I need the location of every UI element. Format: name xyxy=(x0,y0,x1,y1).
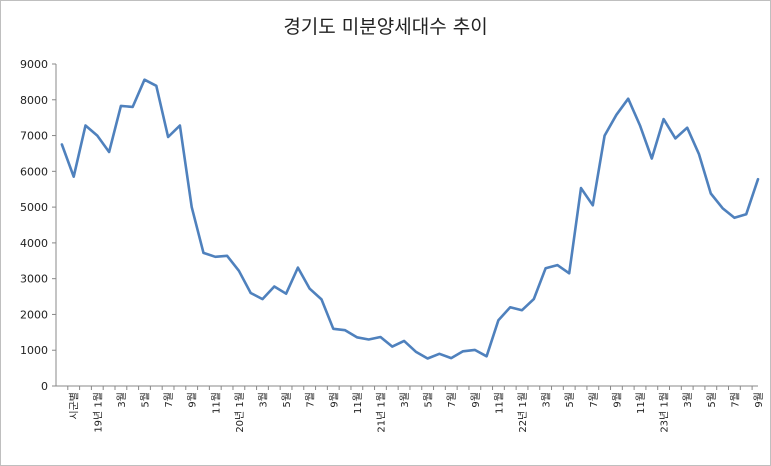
y-tick-label: 7000 xyxy=(20,130,48,143)
y-tick-label: 2000 xyxy=(20,308,48,321)
series-line xyxy=(60,78,760,360)
axes xyxy=(55,64,758,387)
x-tick-label: 23년 1월 xyxy=(659,392,671,433)
x-tick-label: 3월 xyxy=(116,392,128,408)
x-tick-label: 9월 xyxy=(753,392,765,408)
x-tick-label: 7월 xyxy=(588,392,600,408)
x-tick-label: 22년 1월 xyxy=(517,392,529,433)
y-tick-label: 1000 xyxy=(20,344,48,357)
x-tick-label: 3월 xyxy=(257,392,269,408)
x-tick-label: 20년 1월 xyxy=(234,392,246,433)
x-tick-label: 3월 xyxy=(399,392,411,408)
x-tick-label: 11월 xyxy=(352,392,364,414)
x-tick-label: 9월 xyxy=(328,392,340,408)
y-tick-label: 3000 xyxy=(20,273,48,286)
x-tick-label: 11월 xyxy=(210,392,222,414)
x-tick-label: 7월 xyxy=(163,392,175,408)
x-axis-ticks: 시군별 19년 1월 3월 5월 7월 9월 11월 20년 1월 3월 5월 7월 9월 11월 21년… xyxy=(67,386,765,433)
x-tick-label: 7월 xyxy=(305,392,317,408)
x-tick-label: 21년 1월 xyxy=(375,392,387,433)
x-tick-label: 11월 xyxy=(635,392,647,414)
chart-title: 경기도 미분양세대수 추이 xyxy=(283,16,488,38)
x-tick-label: 9월 xyxy=(470,392,482,408)
y-tick-label: 4000 xyxy=(20,237,48,250)
x-tick-label: 11월 xyxy=(493,392,505,414)
x-tick-label: 3월 xyxy=(541,392,553,408)
x-tick-label: 시군별 xyxy=(69,392,81,420)
x-tick-label: 9월 xyxy=(187,392,199,408)
x-tick-label: 7월 xyxy=(729,392,741,408)
y-tick-label: 6000 xyxy=(20,165,48,178)
x-tick-label: 3월 xyxy=(682,392,694,408)
y-tick-label: 8000 xyxy=(20,94,48,107)
x-tick-label: 5월 xyxy=(423,392,435,408)
x-tick-label: 5월 xyxy=(281,392,293,408)
y-tick-label: 9000 xyxy=(20,58,48,71)
x-tick-label: 7월 xyxy=(446,392,458,408)
y-tick-label: 5000 xyxy=(20,201,48,214)
x-tick-label: 5월 xyxy=(564,392,576,408)
x-tick-label: 5월 xyxy=(706,392,718,408)
series xyxy=(60,78,760,360)
y-axis-ticks: 0 1000 2000 3000 4000 5000 6000 7000 8000 9000 xyxy=(20,58,56,393)
x-tick-label: 19년 1월 xyxy=(92,392,104,433)
x-tick-label: 9월 xyxy=(611,392,623,408)
y-tick-label: 0 xyxy=(41,380,48,393)
x-tick-label: 5월 xyxy=(139,392,151,408)
